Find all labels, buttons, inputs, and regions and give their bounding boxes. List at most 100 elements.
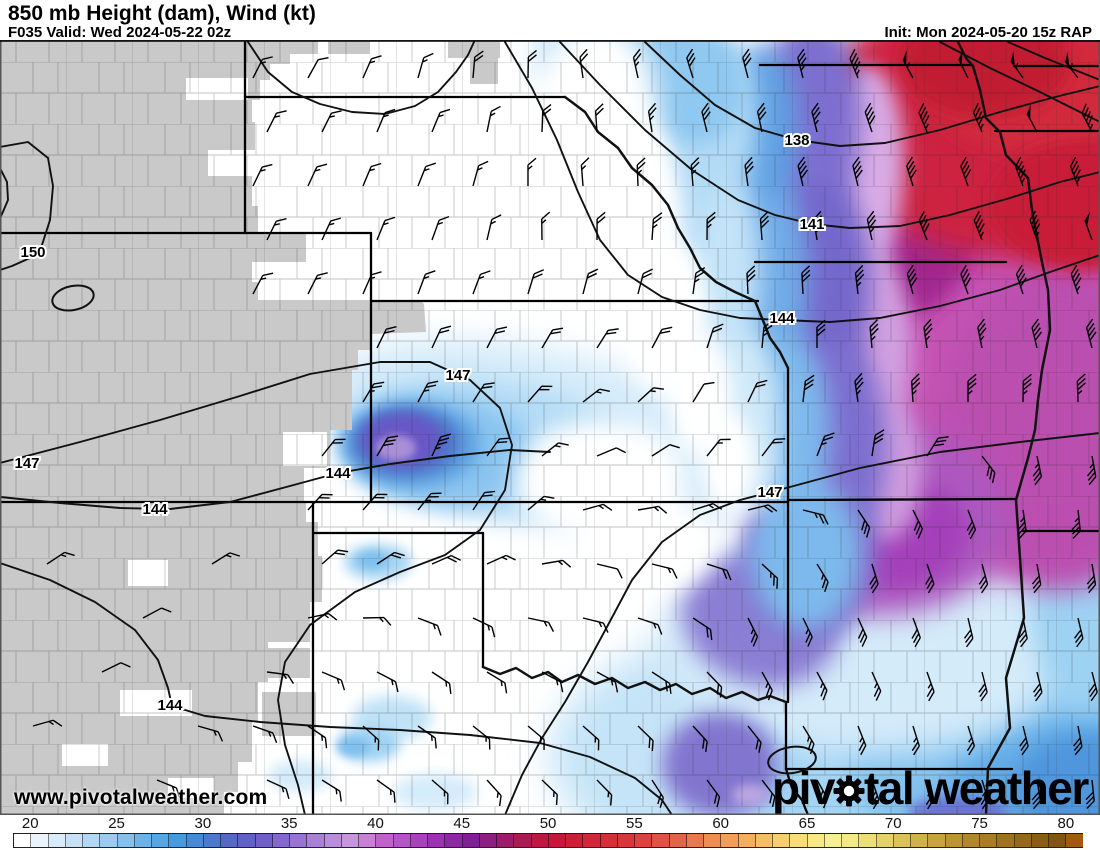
colorbar-cell <box>807 834 825 847</box>
colorbar-cell <box>31 834 49 847</box>
colorbar-cell <box>893 834 911 847</box>
colorbar-cell <box>410 834 428 847</box>
colorbar-cell <box>1014 834 1032 847</box>
colorbar-cell <box>997 834 1015 847</box>
colorbar-cell <box>324 834 342 847</box>
colorbar-cell <box>531 834 549 847</box>
colorbar-cell <box>479 834 497 847</box>
colorbar-cell <box>1049 834 1067 847</box>
colorbar-cell <box>497 834 515 847</box>
colorbar-cell <box>272 834 290 847</box>
colorbar-cell <box>83 834 101 847</box>
colorbar-tick-label: 50 <box>539 815 557 832</box>
colorbar-ticks: 20 25 30 35 40 45 50 55 60 65 70 75 80 <box>0 815 1100 832</box>
colorbar-cell <box>152 834 170 847</box>
colorbar-cell <box>790 834 808 847</box>
weather-map: 150 147 147 147 144 144 144 144 141 138 <box>0 40 1100 815</box>
colorbar-cell <box>911 834 929 847</box>
colorbar-tick-label: 55 <box>626 815 643 832</box>
website-watermark: www.pivotalweather.com <box>14 786 268 809</box>
colorbar-cell <box>290 834 308 847</box>
colorbar-cell <box>652 834 670 847</box>
colorbar-cell <box>428 834 446 847</box>
colorbar-cell <box>117 834 135 847</box>
colorbar-cell <box>755 834 773 847</box>
colorbar-cell <box>962 834 980 847</box>
init-time-label: Init: Mon 2024-05-20 15z RAP <box>884 24 1092 41</box>
colorbar-cell <box>1031 834 1049 847</box>
colorbar-cell <box>635 834 653 847</box>
contour-label: 147 <box>757 484 782 501</box>
colorbar-cell <box>824 834 842 847</box>
colorbar-tick-label: 25 <box>108 815 125 832</box>
colorbar-cell <box>669 834 687 847</box>
colorbar-cell <box>238 834 256 847</box>
colorbar-cell <box>928 834 946 847</box>
colorbar-tick-label: 60 <box>712 815 729 832</box>
colorbar-cell <box>445 834 463 847</box>
gear-icon <box>833 775 865 807</box>
logo-text-pre: piv <box>772 762 835 814</box>
contour-label: 138 <box>784 132 809 149</box>
colorbar-cell <box>704 834 722 847</box>
contour-label: 147 <box>445 367 470 384</box>
county-grid <box>0 40 1100 815</box>
colorbar-cell <box>548 834 566 847</box>
colorbar-cell <box>980 834 998 847</box>
colorbar-tick-label: 40 <box>367 815 384 832</box>
valid-time-label: F035 Valid: Wed 2024-05-22 02z <box>8 24 232 41</box>
colorbar-cell <box>842 834 860 847</box>
colorbar-cell <box>1066 834 1083 847</box>
colorbar-cell <box>617 834 635 847</box>
colorbar-tick-label: 80 <box>1057 815 1075 832</box>
colorbar-cell <box>876 834 894 847</box>
colorbar-cell <box>773 834 791 847</box>
colorbar-cell <box>566 834 584 847</box>
colorbar-cell <box>341 834 359 847</box>
colorbar-cell <box>600 834 618 847</box>
colorbar-cell <box>203 834 221 847</box>
logo-text-post: tal weather <box>863 762 1089 814</box>
contour-label: 144 <box>157 697 183 714</box>
colorbar <box>13 833 1084 848</box>
contour-labels: 150 147 147 147 144 144 144 144 141 138 <box>12 130 826 716</box>
colorbar-cell <box>376 834 394 847</box>
colorbar-cell <box>583 834 601 847</box>
colorbar-tick-label: 65 <box>798 815 816 832</box>
colorbar-cell <box>100 834 118 847</box>
colorbar-cell <box>359 834 377 847</box>
colorbar-tick-label: 20 <box>21 815 39 832</box>
contour-label: 150 <box>20 244 45 261</box>
contour-label: 144 <box>325 465 351 482</box>
contour-label: 144 <box>142 501 168 518</box>
contour-label: 144 <box>769 310 795 327</box>
colorbar-cell <box>307 834 325 847</box>
colorbar-cell <box>169 834 187 847</box>
colorbar-tick-label: 70 <box>884 815 902 832</box>
colorbar-tick-label: 30 <box>194 815 212 832</box>
colorbar-tick-label: 35 <box>280 815 298 832</box>
colorbar-cell <box>255 834 273 847</box>
colorbar-tick-label: 75 <box>971 815 988 832</box>
colorbar-cell <box>514 834 532 847</box>
pivotal-weather-logo: piv tal weather <box>772 762 1089 814</box>
colorbar-cell <box>65 834 83 847</box>
colorbar-cell <box>134 834 152 847</box>
wind-barbs-layer <box>32 48 1098 810</box>
colorbar-cell <box>221 834 239 847</box>
colorbar-cell <box>462 834 480 847</box>
colorbar-cell <box>945 834 963 847</box>
colorbar-cell <box>686 834 704 847</box>
colorbar-cell <box>14 834 32 847</box>
colorbar-tick-label: 45 <box>453 815 471 832</box>
colorbar-cell <box>393 834 411 847</box>
page-title: 850 mb Height (dam), Wind (kt) <box>8 2 316 25</box>
colorbar-cell <box>859 834 877 847</box>
contour-label: 147 <box>14 455 39 472</box>
colorbar-cell <box>738 834 756 847</box>
height-contours <box>0 41 1100 815</box>
contour-label: 141 <box>799 216 824 233</box>
colorbar-cell <box>48 834 66 847</box>
state-borders <box>0 40 1100 815</box>
